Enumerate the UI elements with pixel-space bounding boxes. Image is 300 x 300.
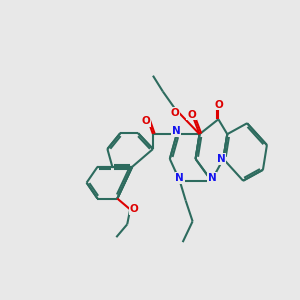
Text: O: O bbox=[129, 204, 138, 214]
Text: N: N bbox=[217, 154, 225, 164]
Text: N: N bbox=[175, 173, 184, 183]
Text: O: O bbox=[142, 116, 150, 127]
Text: N: N bbox=[172, 126, 181, 136]
Text: O: O bbox=[187, 110, 196, 119]
Text: O: O bbox=[214, 100, 223, 110]
Text: O: O bbox=[170, 108, 179, 118]
Text: N: N bbox=[208, 173, 216, 183]
